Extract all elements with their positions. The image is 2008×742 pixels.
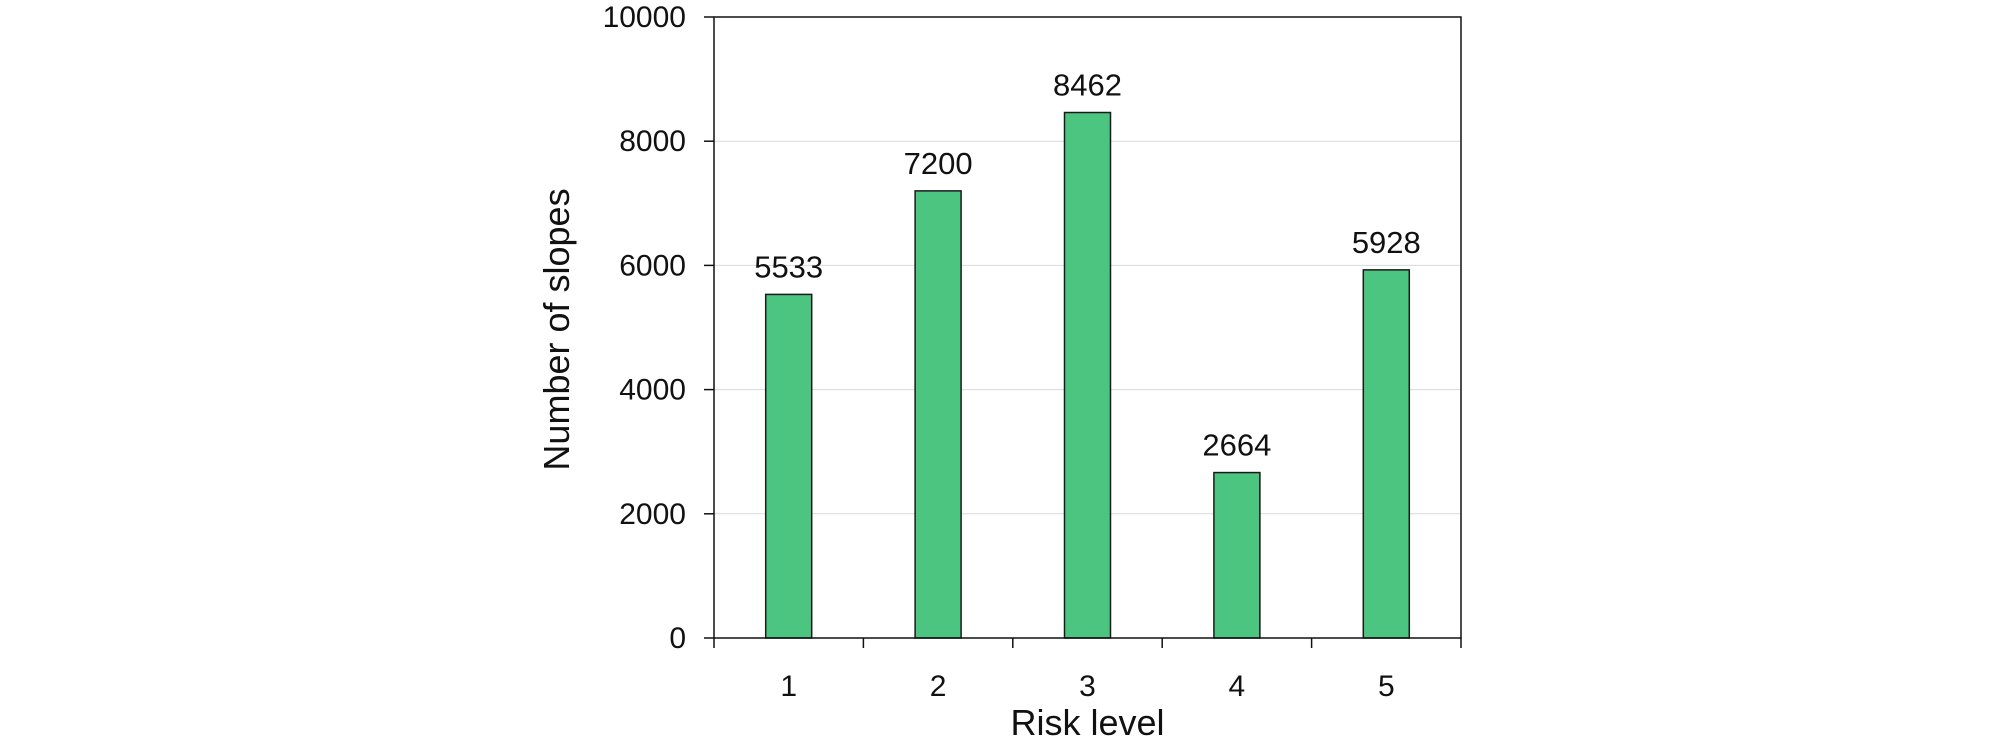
- y-tick-label: 10000: [603, 1, 686, 34]
- x-tick-label: 5: [1378, 670, 1395, 703]
- y-axis-title: Number of slopes: [536, 188, 577, 470]
- y-tick-label: 4000: [619, 374, 686, 407]
- x-tick-label: 1: [780, 670, 797, 703]
- bar-4: [1213, 471, 1261, 639]
- plot-frame: [713, 16, 1462, 639]
- labels: 5533 1 7200 2 8462 3 2664 4 5928 5 0 2000 4000 6000 80…: [603, 1, 1421, 703]
- x-tick-label: 4: [1229, 670, 1246, 703]
- axes: [704, 16, 1462, 648]
- data-label: 2664: [1202, 428, 1271, 463]
- bar-1: [764, 293, 813, 639]
- bar-3: [1063, 111, 1112, 639]
- data-label: 8462: [1053, 68, 1122, 103]
- y-tick-label: 2000: [619, 498, 686, 531]
- data-label: 7200: [904, 146, 973, 181]
- bars: [764, 111, 1411, 639]
- y-tick-label: 8000: [619, 125, 686, 158]
- y-tick-label: 6000: [619, 249, 686, 282]
- data-label: 5533: [754, 249, 823, 284]
- y-tick-label: 0: [669, 622, 686, 655]
- bar-5: [1362, 269, 1411, 639]
- data-label: 5928: [1352, 225, 1421, 260]
- x-axis-title: Risk level: [1010, 702, 1164, 742]
- x-tick-label: 2: [930, 670, 947, 703]
- bar-2: [914, 190, 962, 639]
- x-tick-label: 3: [1079, 670, 1096, 703]
